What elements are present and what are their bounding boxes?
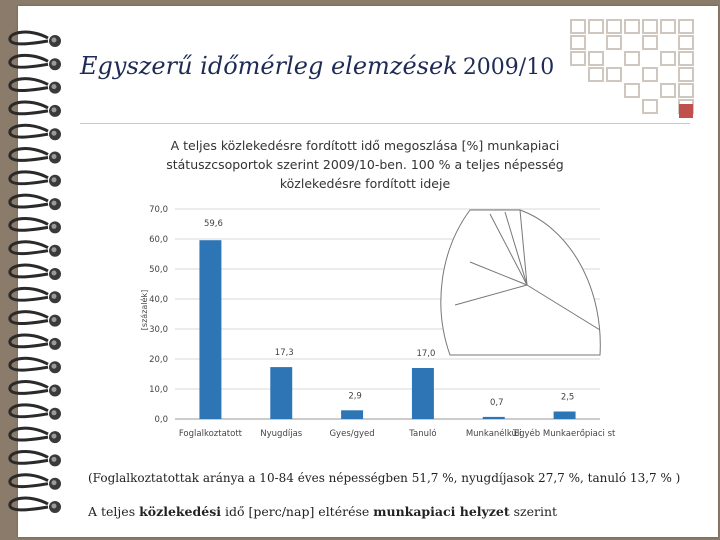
grid-square <box>588 67 604 82</box>
spiral-ring <box>8 240 61 257</box>
grid-square <box>570 35 586 50</box>
category-label: Tanuló <box>408 428 436 439</box>
spiral-ring <box>8 310 61 327</box>
grid-square <box>660 19 676 34</box>
grid-square <box>570 51 586 66</box>
spiral-ring <box>8 426 61 444</box>
y-tick-label: 10,0 <box>149 385 168 395</box>
y-tick-label: 0,0 <box>154 415 168 425</box>
spiral-ring <box>8 30 61 47</box>
category-label: Munkanélküli <box>466 428 522 439</box>
grid-square <box>606 35 622 50</box>
y-tick-label: 50,0 <box>149 265 168 275</box>
chart-title: A teljes közlekedésre fordított idő mego… <box>166 138 564 191</box>
y-tick-label: 30,0 <box>149 325 168 335</box>
grid-square <box>678 35 694 50</box>
grid-square <box>624 83 640 98</box>
slide-title-main: Egyszerű időmérleg elemzések <box>80 52 458 80</box>
bar <box>553 411 576 419</box>
spiral-ring <box>8 170 61 187</box>
caption-bold-2: munkapiaci helyzet <box>373 504 510 519</box>
y-tick-label: 20,0 <box>149 355 168 365</box>
bar <box>411 368 434 419</box>
grid-square <box>606 67 622 82</box>
pie-chart-fragment <box>440 209 601 356</box>
spiral-ring <box>8 450 61 467</box>
grid-square <box>588 51 604 66</box>
caption-part-2: idő [perc/nap] eltérése <box>221 504 374 519</box>
spiral-binding <box>8 30 61 513</box>
y-axis-label: [százalék] <box>139 290 149 330</box>
bar <box>482 416 505 419</box>
spiral-ring <box>8 77 61 94</box>
bar <box>341 410 364 419</box>
grid-square <box>660 83 676 98</box>
y-tick-labels: 0,0 10,0 20,0 30,0 40,0 50,0 60,0 70,0 <box>149 205 168 425</box>
spiral-ring <box>8 333 61 350</box>
grid-square <box>588 19 604 34</box>
footnote-chart-caption: A teljes közlekedési idő [perc/nap] elté… <box>88 504 557 519</box>
category-label: Nyugdíjas <box>260 429 302 439</box>
slide-paper <box>18 6 718 537</box>
spiral-ring <box>8 286 61 304</box>
bar-value-label: 17,0 <box>416 349 435 359</box>
spiral-ring <box>8 53 61 71</box>
value-labels: 59,6 17,3 2,9 17,0 0,7 2,5 <box>204 219 574 408</box>
grid-square <box>642 99 658 114</box>
spiral-ring <box>8 123 61 141</box>
spiral-ring <box>8 380 61 397</box>
spiral-ring <box>8 100 61 117</box>
grid-square <box>678 83 694 98</box>
bar <box>270 367 293 419</box>
grid-square <box>642 19 658 34</box>
grid-square-accent <box>679 104 693 118</box>
spiral-ring <box>8 263 61 280</box>
caption-part-1: A teljes <box>88 504 140 519</box>
bars <box>199 240 576 419</box>
slide-title-year: 2009/10 <box>462 55 555 80</box>
bar-value-label: 59,6 <box>204 219 223 229</box>
spiral-ring <box>8 193 61 211</box>
bar-value-label: 2,9 <box>348 391 362 401</box>
category-labels: Foglalkoztatott Nyugdíjas Gyes/gyed Tanuló M… <box>179 428 616 439</box>
caption-part-3: szerint <box>509 504 558 519</box>
category-label: Egyéb Munkaerőpiaci st <box>514 428 616 439</box>
bar <box>199 240 222 419</box>
category-label: Gyes/gyed <box>329 429 374 439</box>
category-label: Foglalkoztatott <box>179 429 243 439</box>
spiral-ring <box>8 473 61 490</box>
spiral-ring <box>8 496 61 513</box>
y-tick-label: 40,0 <box>149 295 168 305</box>
y-tick-label: 60,0 <box>149 235 168 245</box>
slide-title: Egyszerű időmérleg elemzések 2009/10 <box>80 52 554 80</box>
y-tick-label: 70,0 <box>149 205 168 215</box>
grid-square <box>642 67 658 82</box>
bar-value-label: 2,5 <box>561 393 575 403</box>
grid-square <box>642 35 658 50</box>
grid-square <box>678 19 694 34</box>
spiral-ring <box>8 356 61 374</box>
footnote-employment-share: (Foglalkoztatottak aránya a 10-84 éves n… <box>88 471 681 485</box>
spiral-ring <box>8 403 61 420</box>
grid-square <box>624 51 640 66</box>
grid-square <box>678 51 694 66</box>
grid-square <box>570 19 586 34</box>
caption-bold-1: közlekedési <box>139 504 221 519</box>
spiral-ring <box>8 217 61 234</box>
bar-value-label: 17,3 <box>275 348 294 358</box>
corner-grid-decoration <box>570 19 694 118</box>
spiral-ring <box>8 147 61 164</box>
bar-value-label: 0,7 <box>490 398 504 408</box>
grid-square <box>678 67 694 82</box>
grid-square <box>624 19 640 34</box>
grid-square <box>660 51 676 66</box>
grid-square <box>606 19 622 34</box>
title-divider <box>80 123 690 124</box>
